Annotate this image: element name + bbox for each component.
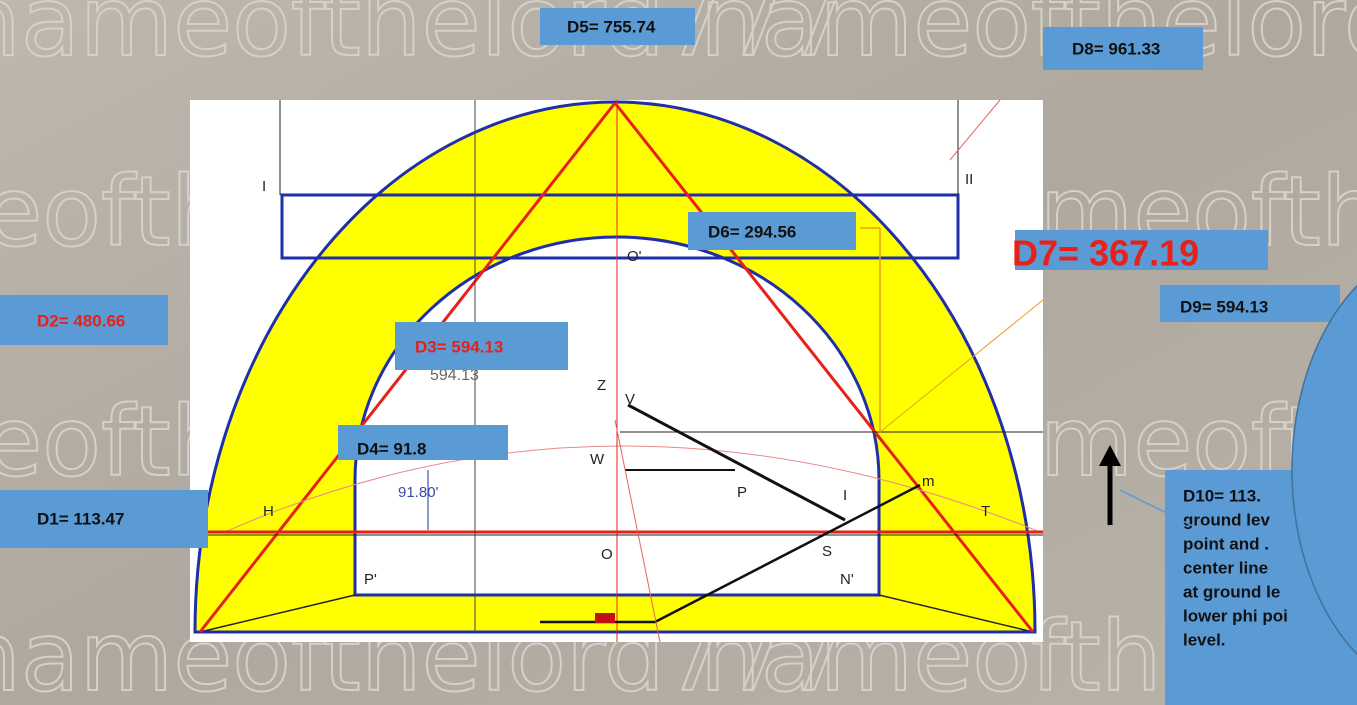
label-box xyxy=(1015,230,1268,270)
label-box xyxy=(1043,27,1203,70)
line xyxy=(879,299,1044,433)
label-box xyxy=(338,425,508,460)
callout-pointer xyxy=(1119,489,1196,528)
label: D2= 480.66 xyxy=(37,311,125,330)
callout-line: lower phi poi xyxy=(1183,606,1288,625)
label-box xyxy=(395,322,568,370)
blue-rect xyxy=(280,193,960,260)
label: D3= 594.13 xyxy=(415,337,503,356)
label: D1= 113.47 xyxy=(37,509,124,528)
arrow-head xyxy=(1099,445,1121,466)
callout-line: ground lev xyxy=(1183,510,1270,529)
label: D6= 294.56 xyxy=(708,222,796,241)
line xyxy=(949,99,1001,161)
label: D5= 755.74 xyxy=(567,17,656,36)
callout-text: D10= 113. ground lev point and . center lin… xyxy=(1183,486,1288,649)
point-label: H xyxy=(263,503,274,520)
label: D7= 367.19 xyxy=(1012,233,1199,274)
label-box xyxy=(0,490,208,548)
dim-label: 91.80' xyxy=(398,484,439,501)
point-label: T xyxy=(981,503,990,520)
point-label: Z xyxy=(597,377,606,394)
point-label: P xyxy=(737,484,747,501)
point-label: I xyxy=(843,487,847,504)
line xyxy=(627,403,846,522)
label: D4= 91.8 xyxy=(357,439,426,458)
point-label: m xyxy=(922,473,935,490)
callout-line: point and . xyxy=(1183,534,1269,553)
callout-line: D10= 113. xyxy=(1183,486,1261,505)
line xyxy=(199,594,356,633)
point-label: W xyxy=(590,451,605,468)
label-box xyxy=(1160,285,1340,322)
point-label: II xyxy=(965,171,973,188)
point-label: O xyxy=(601,546,613,563)
point-label: S xyxy=(822,543,832,560)
point-label: V xyxy=(625,391,635,408)
point-label: N' xyxy=(840,571,854,588)
label: D8= 961.33 xyxy=(1072,39,1160,58)
watermark: nameofthelord777 xyxy=(700,0,1357,78)
line xyxy=(614,419,661,643)
label-box xyxy=(0,295,168,345)
callout-line: level. xyxy=(1183,630,1226,649)
point-label: I xyxy=(262,178,266,195)
label-box xyxy=(540,8,695,45)
label: D9= 594.13 xyxy=(1180,297,1268,316)
marker xyxy=(595,613,615,623)
watermark: nameofthelord777 xyxy=(0,0,848,78)
circle-arc xyxy=(224,445,1041,533)
line xyxy=(540,483,921,624)
callout-line: center line xyxy=(1183,558,1268,577)
label-box xyxy=(688,212,856,250)
line xyxy=(878,594,1034,633)
callout-line: at ground le xyxy=(1183,582,1280,601)
labels: D5= 755.74 D8= 961.33 D6= 294.56 D7= 367… xyxy=(0,8,1357,705)
point-label: O' xyxy=(627,248,642,265)
dim-label: 594.13 xyxy=(430,367,479,384)
oval-shape xyxy=(1291,284,1357,656)
point-label: P' xyxy=(364,571,377,588)
